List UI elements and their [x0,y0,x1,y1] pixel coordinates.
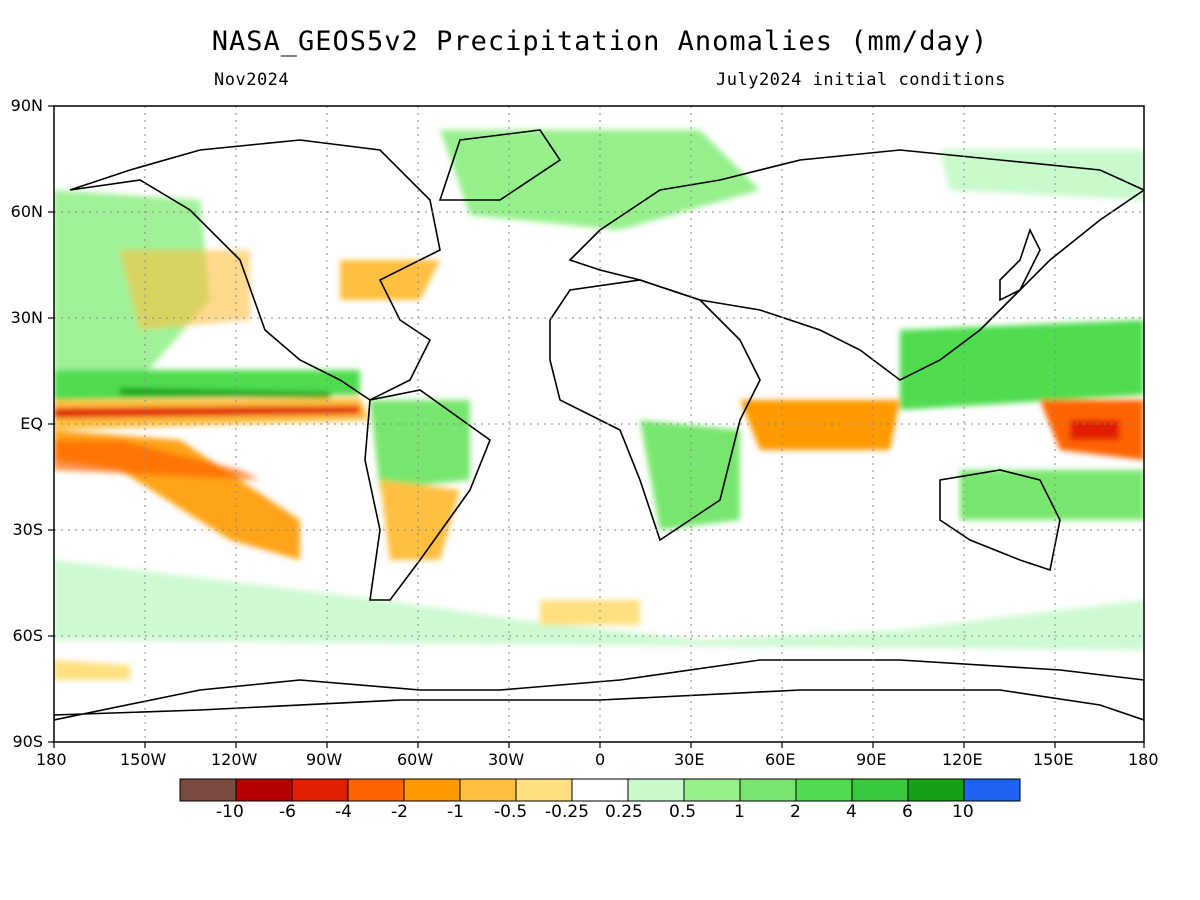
lat-label-60n: 60N [10,202,43,221]
lat-label-90s: 90S [12,732,43,751]
graticule [54,106,1144,742]
colorbar-label: 10 [952,802,974,822]
colorbar-label: 0.5 [669,802,697,822]
dry-south-pacific-core [54,440,260,480]
colorbar-label: -10 [216,802,244,822]
lon-label-180e: 180 [1128,750,1159,769]
frame-ticks [48,105,1145,748]
colorbar-swatch [291,778,349,802]
colorbar-label: -4 [335,802,352,822]
lon-label-120e: 120E [942,750,983,769]
lat-label-eq: EQ [20,414,43,433]
japan-coast [999,227,1041,302]
colorbar-swatch [795,778,853,802]
wet-greenland-europe [440,130,760,230]
colorbar-label: 6 [902,802,913,822]
colorbar-swatch [907,778,965,802]
dry-south-atlantic [540,600,640,625]
colorbar-swatch [515,778,573,802]
colorbar-label: -6 [279,802,296,822]
colorbar-swatch [459,778,517,802]
lon-label-180w: 180 [36,750,67,769]
dry-antarctic-coast [54,660,130,680]
forecast-month: Nov2024 [214,70,290,90]
colorbar-label: -2 [391,802,408,822]
wet-siberia [940,150,1144,200]
dry-north-pacific [120,250,250,330]
colorbar-swatch [403,778,461,802]
lon-label-150w: 150W [120,750,167,769]
dry-equator-core [54,406,360,418]
lat-label-30s: 30S [12,520,43,539]
coastlines [54,129,1144,721]
colorbar-swatch [235,778,293,802]
wet-itcz-core [120,388,330,398]
colorbar-swatch [963,778,1021,802]
south-america-coast [364,389,491,601]
lon-label-120w: 120W [211,750,258,769]
lon-label-150e: 150E [1033,750,1074,769]
wet-southern-ocean [54,560,1144,650]
dry-north-atlantic [340,260,440,300]
antarctica-coast [54,659,1144,721]
wet-maritime [900,320,1144,410]
anomaly-field [54,106,1144,742]
lon-label-0: 0 [595,750,606,769]
initial-conditions: July2024 initial conditions [716,70,1006,90]
lon-label-60w: 60W [397,750,434,769]
dry-south-america [380,480,460,560]
lon-label-90w: 90W [306,750,343,769]
lat-label-60s: 60S [12,626,43,645]
colorbar-swatch [347,778,405,802]
colorbar-label: 2 [790,802,801,822]
colorbar-label: -1 [447,802,464,822]
lon-label-60e: 60E [765,750,796,769]
lon-label-30e: 30E [674,750,705,769]
wet-amazon [370,400,470,490]
colorbar-swatch [739,778,797,802]
lon-label-30w: 30W [488,750,525,769]
colorbar-label: -0.25 [545,802,589,822]
colorbar-label: -0.5 [494,802,528,822]
colorbar-swatch [627,778,685,802]
map-title: NASA_GEOS5v2 Precipitation Anomalies (mm… [211,26,989,57]
greenland-coast [438,129,562,201]
dry-west-pacific-core [1070,420,1120,440]
australia-coast [939,469,1061,572]
colorbar-swatch [571,778,629,802]
colorbar [179,778,1021,802]
lat-label-90n: 90N [10,96,43,115]
colorbar-swatch [851,778,909,802]
north-america-coast [69,139,441,401]
colorbar-swatch [683,778,741,802]
lat-label-30n: 30N [10,308,43,327]
dry-indian-ocean [740,400,900,450]
colorbar-label: 4 [846,802,857,822]
eurasia-coast [568,149,1144,381]
wet-australia-north [960,470,1144,520]
lon-label-90e: 90E [856,750,887,769]
colorbar-label: 0.25 [605,802,643,822]
colorbar-swatch [179,778,237,802]
colorbar-label: 1 [734,802,745,822]
